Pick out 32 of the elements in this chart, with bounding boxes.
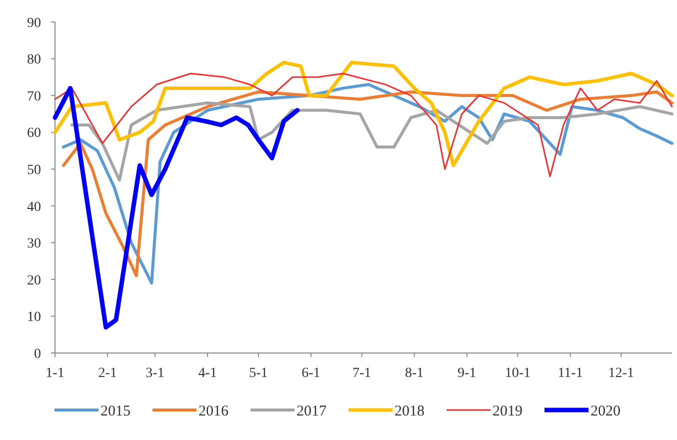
line-series [52, 86, 300, 330]
y-tick-label: 30 [27, 236, 41, 252]
y-tick-label: 60 [27, 126, 41, 142]
x-tick-label: 7-1 [352, 366, 372, 381]
y-tick-label: 50 [27, 163, 41, 178]
x-tick-label: 9-1 [458, 366, 476, 381]
x-tick-label: 4-1 [198, 366, 217, 381]
y-tick-label: 70 [27, 89, 41, 104]
legend-label: 2015 [100, 403, 130, 420]
x-tick-label: 6-1 [302, 366, 320, 381]
x-tick-label: 12-1 [608, 366, 634, 381]
y-tick-label: 90 [27, 16, 41, 31]
x-tick-label: 8-1 [405, 366, 424, 381]
y-tick-label: 0 [34, 346, 41, 362]
legend-label: 2018 [394, 403, 424, 420]
y-tick-label: 80 [27, 52, 41, 68]
legend-label: 2016 [198, 403, 229, 420]
line-series [53, 60, 674, 168]
x-tick-label: 10-1 [504, 366, 531, 381]
legend-label: 2017 [296, 403, 327, 420]
line-series [70, 101, 674, 182]
legend-label: 2020 [590, 403, 620, 420]
x-tick-label: 3-1 [146, 366, 164, 381]
x-tick-label: 11-1 [558, 366, 583, 381]
y-tick-label: 20 [27, 273, 41, 288]
x-tick-label: 1-1 [46, 366, 64, 381]
y-tick-label: 40 [27, 200, 41, 215]
x-tick-label: 5-1 [249, 366, 268, 381]
x-tick-label: 2-1 [98, 366, 117, 381]
legend-label: 2019 [492, 403, 522, 420]
y-tick-label: 10 [27, 310, 41, 326]
line-series [54, 72, 673, 178]
